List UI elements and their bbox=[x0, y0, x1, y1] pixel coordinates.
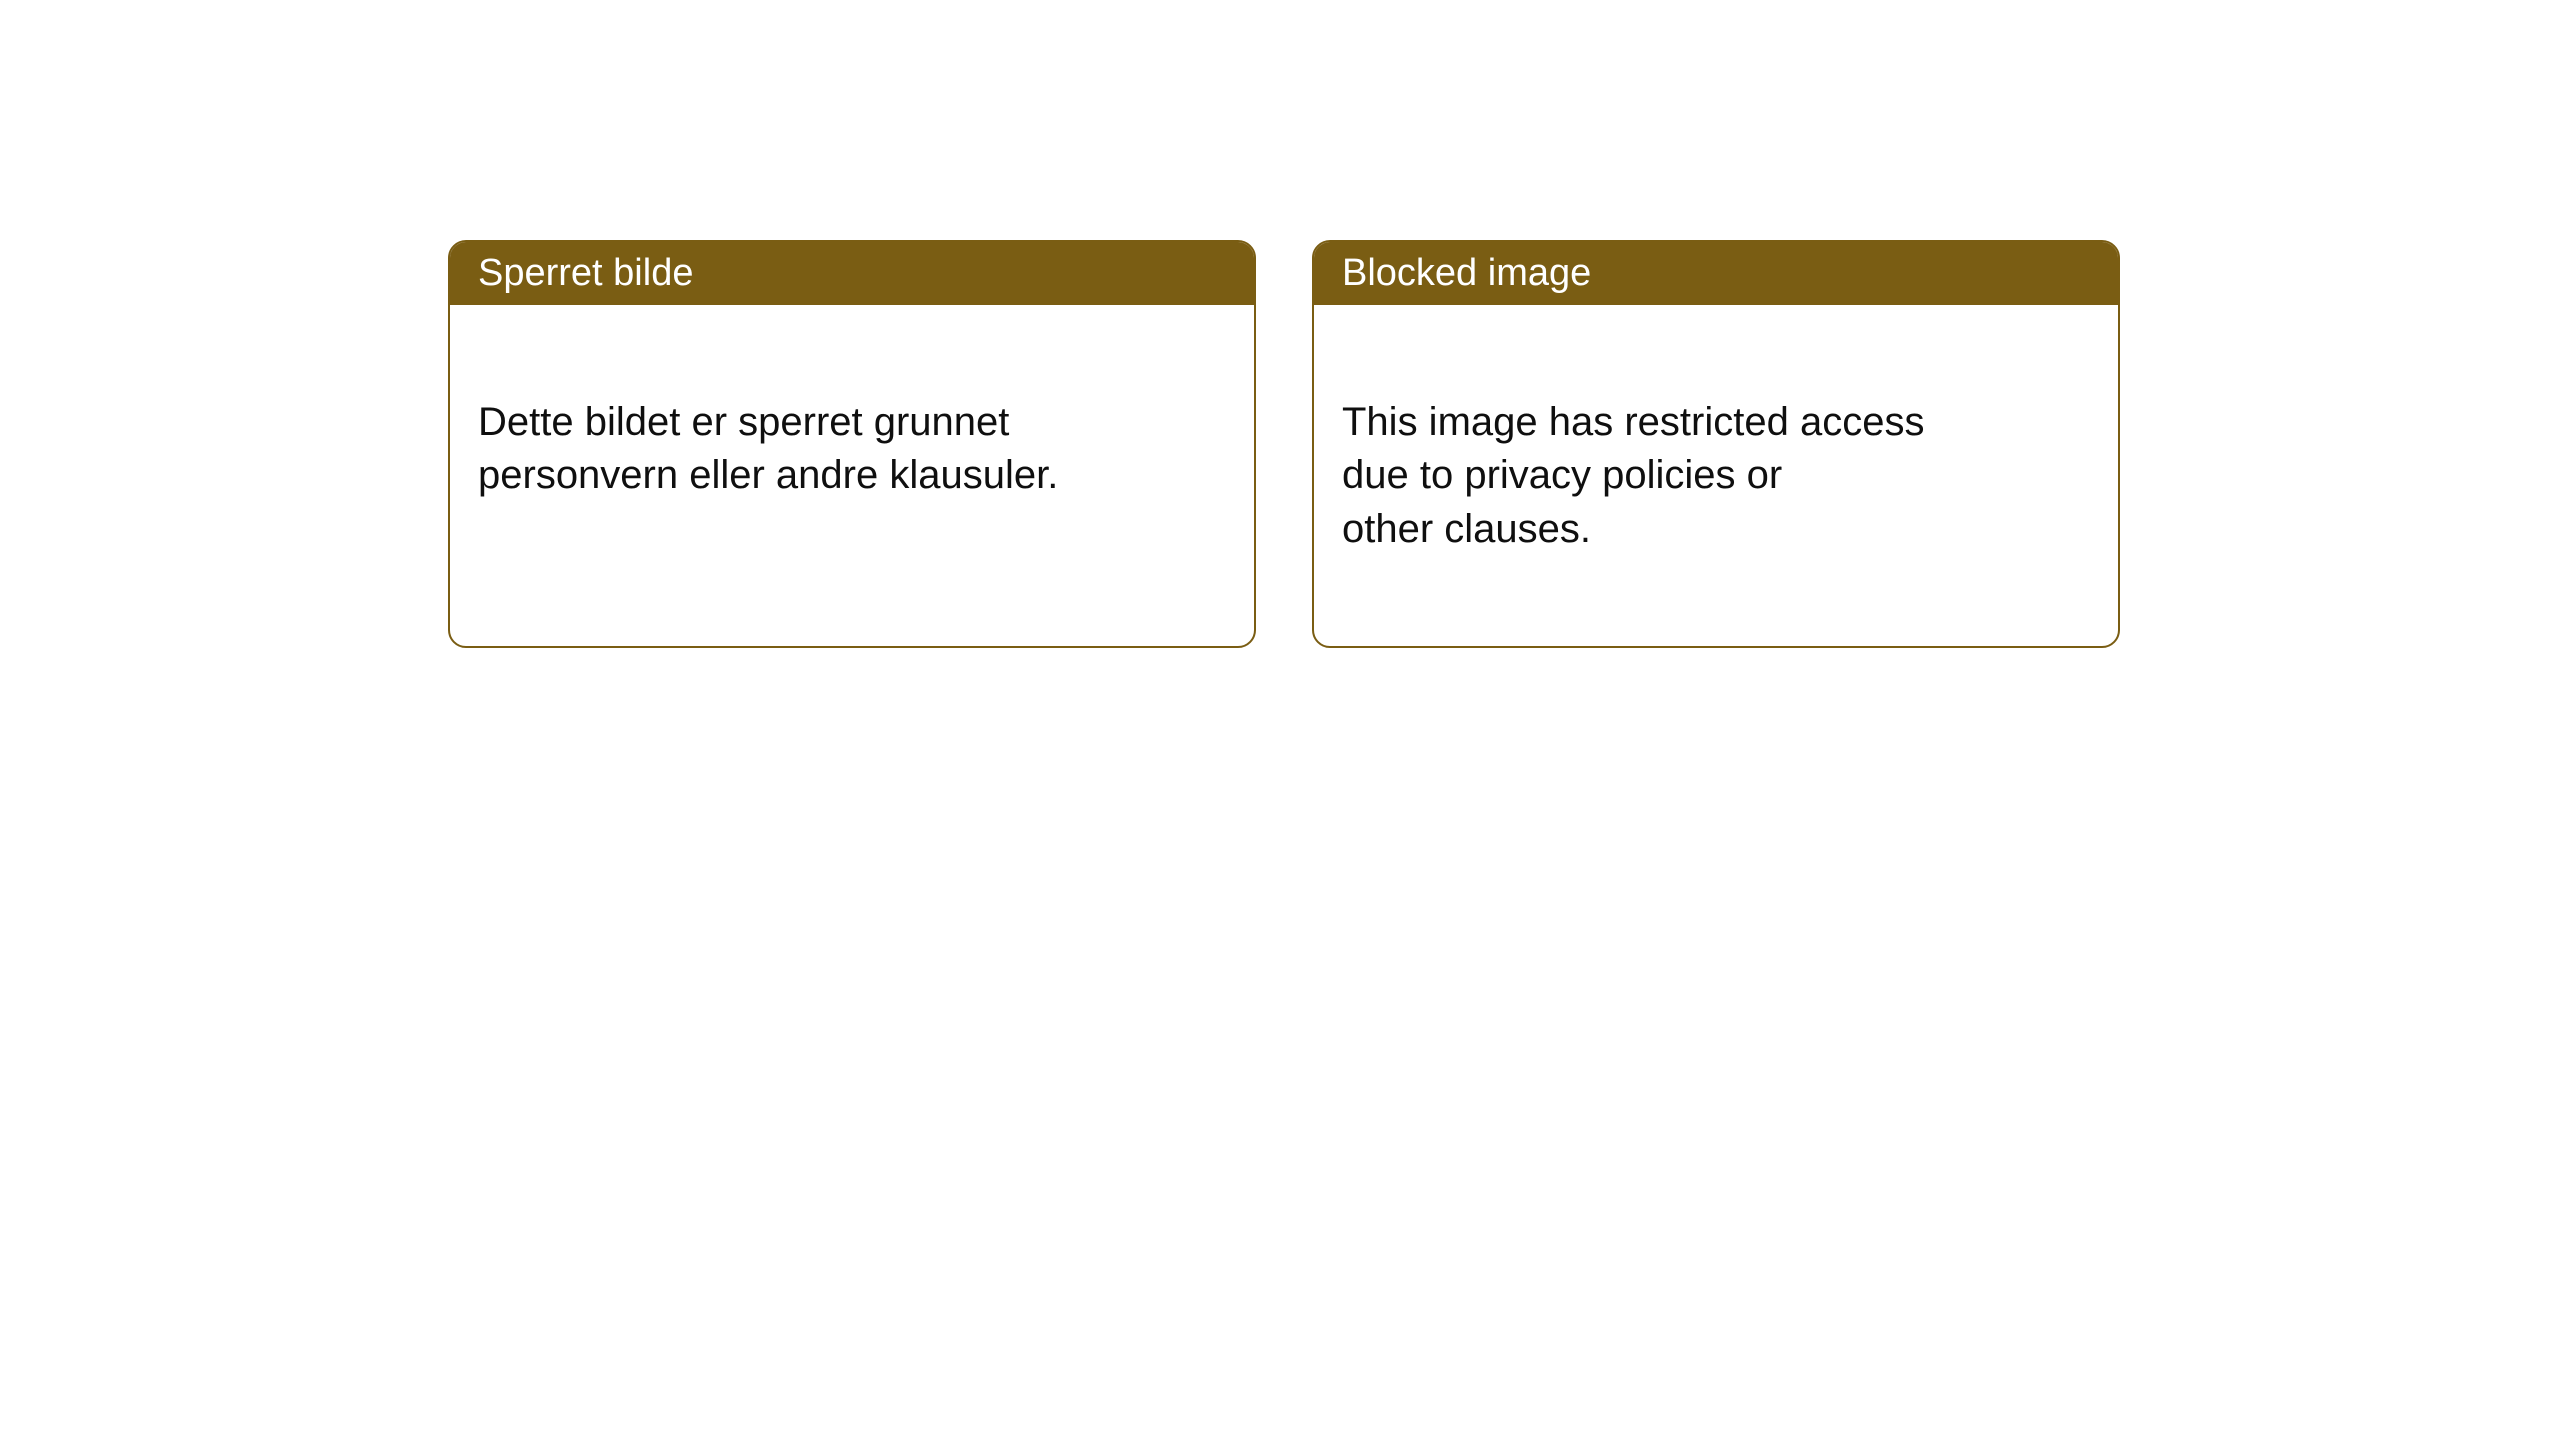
blocked-image-card-en: Blocked image This image has restricted … bbox=[1312, 240, 2120, 648]
card-title-no: Sperret bilde bbox=[478, 252, 693, 294]
card-body-no: Dette bildet er sperret grunnet personve… bbox=[450, 305, 1254, 593]
cards-container: Sperret bilde Dette bildet er sperret gr… bbox=[0, 0, 2560, 648]
card-body-en: This image has restricted access due to … bbox=[1314, 305, 2118, 646]
card-header-en: Blocked image bbox=[1314, 242, 2118, 305]
card-text-no: Dette bildet er sperret grunnet personve… bbox=[478, 400, 1058, 497]
blocked-image-card-no: Sperret bilde Dette bildet er sperret gr… bbox=[448, 240, 1256, 648]
card-title-en: Blocked image bbox=[1342, 252, 1591, 294]
card-text-en: This image has restricted access due to … bbox=[1342, 400, 1924, 550]
card-header-no: Sperret bilde bbox=[450, 242, 1254, 305]
